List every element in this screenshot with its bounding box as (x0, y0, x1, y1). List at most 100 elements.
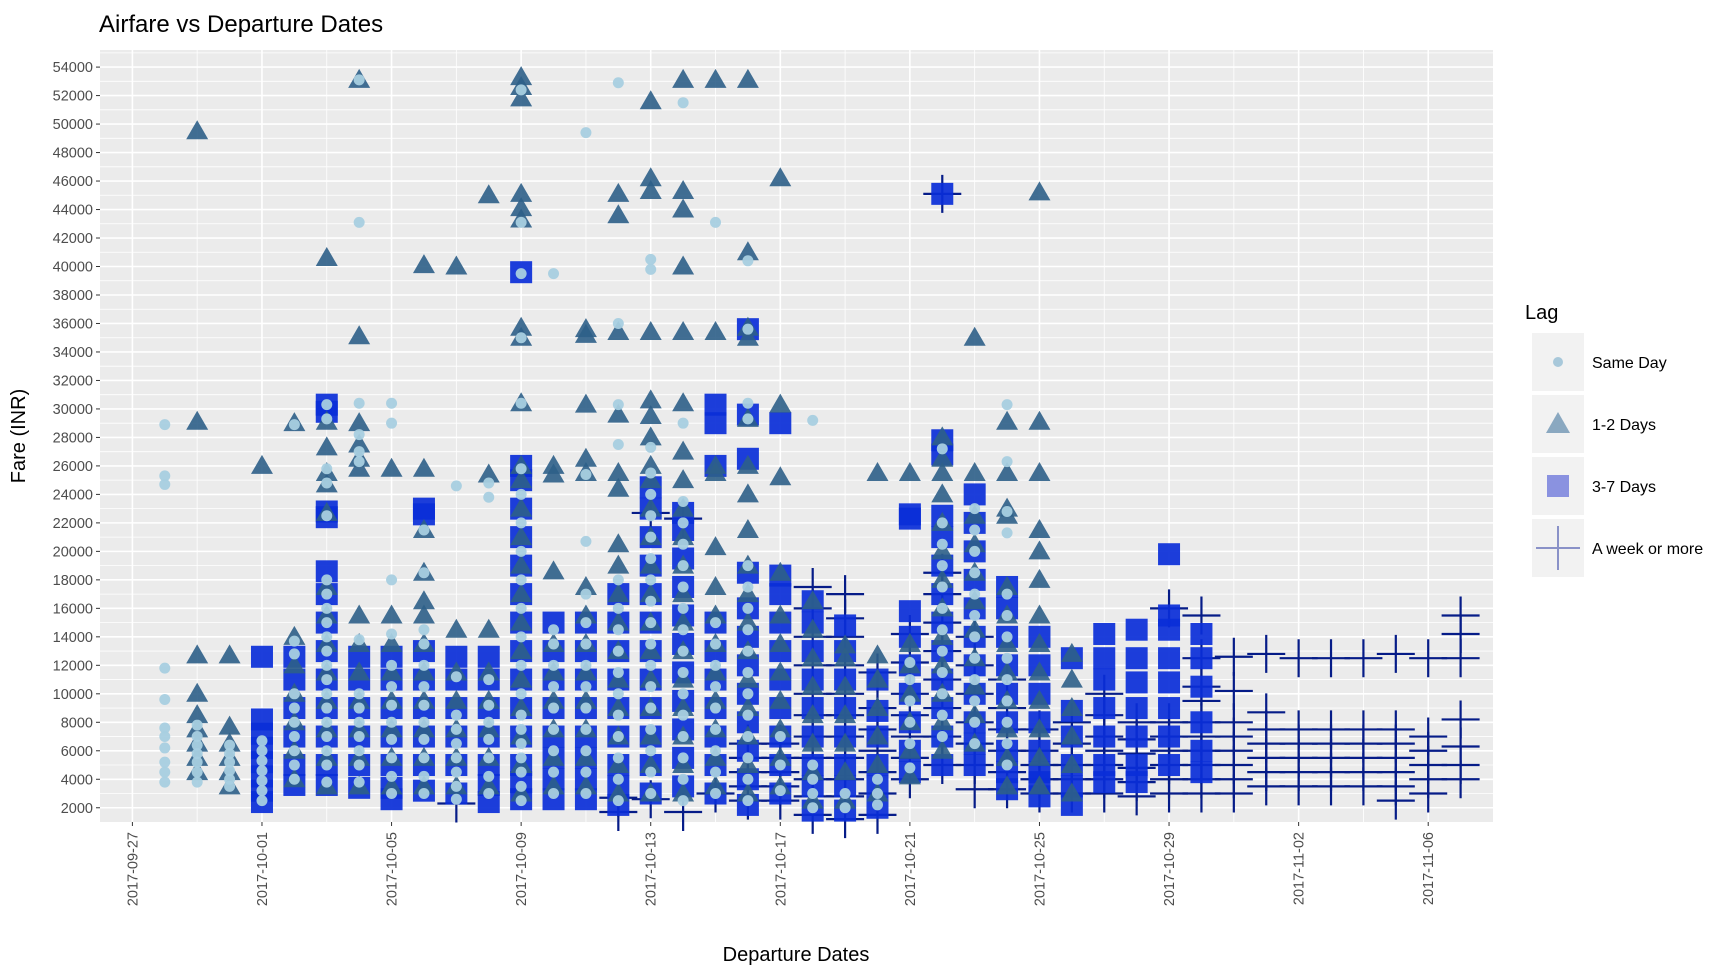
data-point (483, 752, 495, 764)
data-point (321, 645, 333, 657)
data-point (612, 645, 624, 657)
data-point (288, 731, 300, 743)
data-point (677, 709, 689, 721)
data-point (580, 788, 592, 800)
data-point (704, 689, 727, 709)
data-point (515, 766, 527, 778)
data-point (736, 326, 759, 346)
data-point (969, 695, 981, 707)
data-point (1028, 632, 1051, 652)
data-point (477, 791, 500, 814)
data-point (580, 766, 592, 778)
data-point (936, 602, 948, 614)
data-point (742, 731, 754, 743)
data-point (677, 731, 689, 743)
data-point (677, 538, 689, 550)
data-point (515, 795, 527, 807)
data-point (607, 321, 630, 341)
x-tick-label: 2017-10-21 (903, 832, 919, 906)
data-point (963, 675, 986, 695)
data-point (963, 590, 986, 610)
data-point (801, 732, 824, 752)
data-point (645, 702, 657, 714)
data-point (412, 590, 435, 610)
data-point (677, 581, 689, 593)
data-point (645, 263, 657, 275)
x-tick-label: 2017-11-06 (1421, 832, 1437, 905)
data-point (1060, 782, 1083, 802)
data-point (931, 447, 954, 467)
chart-title: Airfare vs Departure Dates (99, 11, 383, 38)
data-point (1028, 181, 1051, 201)
data-point (548, 624, 560, 636)
data-point (677, 666, 689, 678)
data-point (710, 745, 722, 757)
data-point (645, 681, 657, 693)
data-point (639, 583, 662, 603)
data-point (612, 439, 624, 451)
data-point (321, 588, 333, 600)
data-point (645, 617, 657, 629)
data-point (515, 488, 527, 500)
data-point (742, 709, 754, 721)
y-tick-label: 42000 (53, 231, 93, 247)
data-point (1344, 639, 1383, 678)
y-tick-label: 44000 (53, 203, 93, 219)
data-point (1093, 622, 1116, 645)
data-point (445, 645, 468, 668)
data-point (931, 625, 954, 645)
data-point (1409, 717, 1448, 756)
legend-cross-symbol (1536, 526, 1580, 570)
data-point (645, 595, 657, 607)
data-point (742, 773, 754, 785)
data-point (348, 412, 371, 432)
major-gridlines (100, 50, 1493, 822)
data-point (936, 581, 948, 593)
data-point (672, 526, 695, 546)
data-point (477, 775, 500, 795)
data-point (224, 773, 236, 785)
data-point (288, 773, 300, 785)
data-point (574, 447, 597, 467)
data-point (515, 332, 527, 344)
data-point (612, 77, 624, 89)
data-point (704, 536, 727, 556)
data-point (380, 689, 403, 709)
data-point (969, 567, 981, 579)
data-point (607, 204, 630, 224)
data-point (418, 659, 430, 671)
y-tick-label: 50000 (53, 117, 93, 133)
data-point (580, 681, 592, 693)
data-point (672, 198, 695, 218)
data-point (639, 321, 662, 341)
data-point (871, 788, 883, 800)
data-point (742, 581, 754, 593)
data-point (704, 575, 727, 595)
data-point (256, 735, 268, 747)
data-point (418, 788, 430, 800)
data-point (353, 731, 365, 743)
data-point (574, 393, 597, 413)
data-point (515, 216, 527, 228)
data-point (256, 765, 268, 777)
data-point (186, 120, 209, 140)
data-point (353, 759, 365, 771)
data-point (736, 711, 759, 734)
data-point (574, 689, 597, 709)
data-point (931, 583, 954, 606)
y-tick-label: 26000 (53, 459, 93, 475)
data-point (1060, 642, 1083, 662)
data-point (580, 659, 592, 671)
data-point (1441, 596, 1480, 635)
data-point (645, 467, 657, 479)
data-point (1312, 639, 1351, 678)
data-point (348, 689, 371, 709)
y-tick-label: 46000 (53, 174, 93, 190)
data-point (645, 574, 657, 586)
data-point (969, 588, 981, 600)
data-point (645, 659, 657, 671)
data-point (898, 600, 921, 623)
data-point (1060, 754, 1083, 774)
data-point (321, 674, 333, 686)
data-point (769, 466, 792, 486)
